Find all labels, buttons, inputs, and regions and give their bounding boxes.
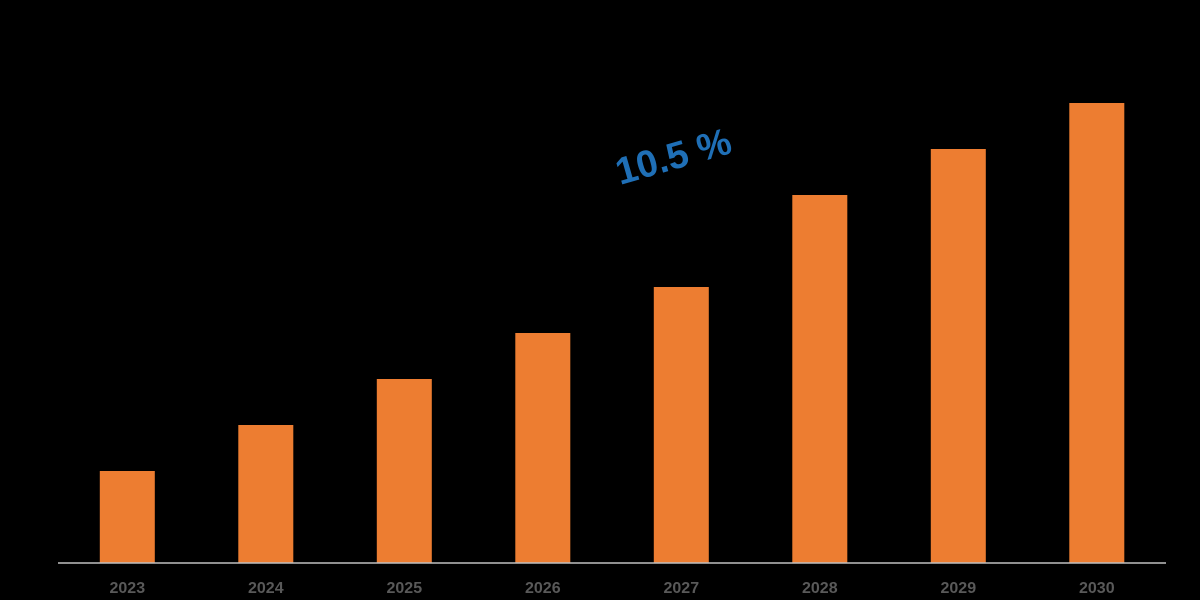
bar-2025 [376,379,432,563]
bar-2030 [1069,103,1125,563]
cagr-annotation: 10.5 % [611,121,736,194]
x-tick-label-2024: 2024 [248,580,284,597]
x-tick-label-2026: 2026 [525,580,561,597]
bars-group [99,103,1125,563]
bar-2024 [238,425,294,563]
bar-2028 [792,195,848,563]
x-tick-label-2030: 2030 [1079,580,1115,597]
bar-2026 [515,333,571,563]
bar-2023 [99,471,155,563]
x-tick-label-2029: 2029 [941,580,977,597]
bar-2029 [930,149,986,563]
tick-labels-group: 2023 2024 2025 2026 2027 2028 2029 2030 [110,580,1115,597]
x-tick-label-2028: 2028 [802,580,838,597]
x-tick-label-2027: 2027 [664,580,700,597]
x-tick-label-2025: 2025 [387,580,423,597]
x-tick-label-2023: 2023 [110,580,146,597]
bar-2027 [653,287,709,563]
